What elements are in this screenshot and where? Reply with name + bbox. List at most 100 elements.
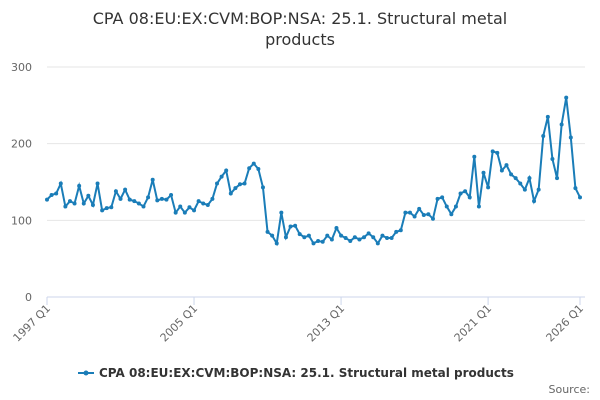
- data-point: [127, 197, 132, 202]
- data-point: [509, 172, 514, 177]
- data-point: [421, 212, 426, 217]
- data-point: [486, 185, 491, 190]
- data-point: [311, 241, 316, 246]
- data-point: [45, 197, 49, 202]
- data-point: [302, 235, 307, 240]
- data-point: [173, 210, 178, 215]
- data-point: [357, 237, 362, 242]
- data-point: [398, 228, 403, 233]
- data-point: [178, 204, 183, 209]
- data-point: [132, 199, 137, 204]
- data-point: [306, 233, 311, 238]
- data-point: [389, 235, 394, 240]
- data-point: [490, 149, 495, 154]
- data-point: [513, 176, 518, 181]
- data-point: [146, 195, 151, 200]
- data-point: [256, 166, 261, 171]
- data-point: [233, 186, 238, 191]
- data-point: [270, 233, 275, 238]
- data-point: [58, 181, 63, 186]
- data-point: [449, 212, 454, 217]
- data-point: [210, 196, 215, 201]
- data-point: [417, 206, 422, 211]
- data-point: [274, 241, 279, 246]
- x-tick-label: 2013 Q1: [305, 302, 348, 345]
- data-point: [375, 241, 380, 246]
- data-point: [49, 193, 54, 198]
- data-point: [237, 182, 242, 187]
- data-point: [541, 134, 546, 138]
- data-point: [95, 181, 100, 186]
- data-point: [247, 166, 252, 171]
- data-point: [518, 181, 523, 186]
- y-tick-label: 200: [11, 138, 32, 151]
- data-point: [412, 214, 417, 219]
- data-point: [504, 163, 509, 168]
- data-point: [352, 235, 357, 240]
- data-point: [320, 239, 325, 244]
- source-label: Source:: [549, 383, 591, 396]
- data-point: [77, 183, 82, 188]
- y-tick-label: 300: [11, 61, 32, 74]
- data-point: [187, 205, 192, 210]
- data-point: [550, 157, 555, 161]
- data-point: [86, 193, 91, 198]
- data-point: [118, 196, 123, 201]
- data-point: [463, 189, 468, 194]
- data-point: [150, 177, 155, 182]
- data-point: [155, 198, 160, 203]
- data-point: [403, 210, 408, 215]
- data-point: [444, 204, 449, 209]
- data-point: [499, 168, 504, 173]
- data-point: [169, 193, 174, 198]
- data-point: [366, 231, 371, 236]
- data-point: [293, 223, 298, 228]
- data-point: [481, 170, 486, 175]
- data-point: [265, 229, 270, 234]
- data-point: [555, 176, 560, 181]
- data-point: [545, 114, 550, 119]
- data-point: [573, 186, 578, 191]
- data-point: [467, 195, 472, 200]
- data-point: [329, 237, 334, 242]
- data-point: [453, 204, 458, 209]
- data-point: [578, 195, 582, 200]
- data-point: [63, 204, 68, 209]
- data-point: [192, 208, 197, 213]
- data-point: [228, 191, 233, 196]
- x-tick-label: 2026 Q1: [544, 302, 587, 345]
- data-point: [141, 204, 146, 209]
- data-point: [380, 233, 385, 238]
- data-point: [67, 199, 72, 204]
- data-point: [362, 235, 367, 240]
- data-point: [385, 235, 390, 240]
- data-point: [224, 168, 229, 173]
- data-point: [100, 208, 105, 213]
- x-tick-label: 1997 Q1: [11, 302, 54, 345]
- data-point: [205, 203, 210, 207]
- data-point: [109, 205, 114, 210]
- data-point: [201, 201, 206, 206]
- data-point: [564, 95, 569, 100]
- data-point: [532, 199, 537, 204]
- data-point: [164, 197, 169, 202]
- data-point: [371, 235, 376, 240]
- data-point: [81, 201, 86, 206]
- data-point: [325, 233, 330, 238]
- data-point: [472, 154, 477, 159]
- data-point: [527, 176, 532, 181]
- data-point: [72, 201, 77, 206]
- data-point: [394, 229, 399, 234]
- data-point: [297, 232, 302, 237]
- legend-label: CPA 08:EU:EX:CVM:BOP:NSA: 25.1. Structur…: [99, 366, 514, 380]
- data-point: [568, 135, 573, 140]
- data-point: [54, 191, 59, 196]
- data-point: [90, 203, 95, 207]
- chart-title: CPA 08:EU:EX:CVM:BOP:NSA: 25.1. Structur…: [92, 9, 508, 49]
- data-point: [242, 181, 247, 186]
- data-point: [288, 224, 293, 229]
- data-point: [215, 181, 220, 186]
- data-point: [196, 199, 201, 204]
- data-point: [559, 122, 564, 127]
